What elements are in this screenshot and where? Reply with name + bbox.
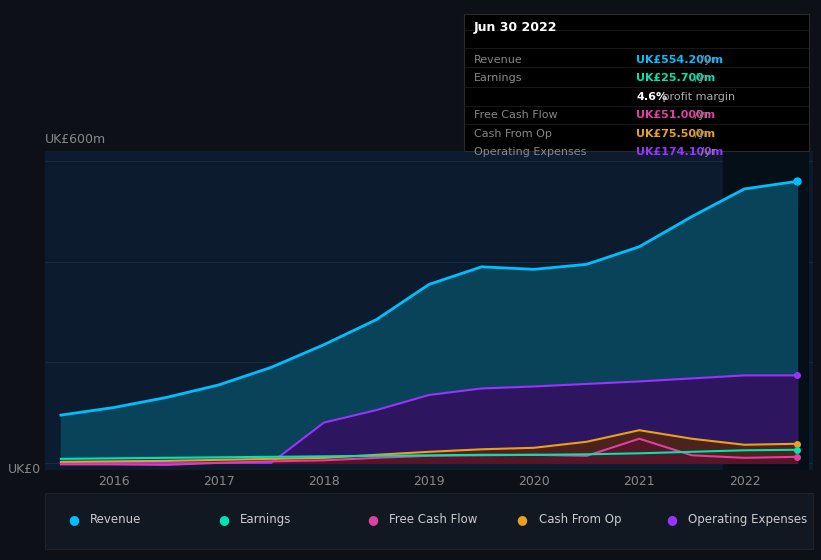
Text: Revenue: Revenue [474,55,522,65]
Text: 4.6%: 4.6% [636,92,667,102]
Text: Earnings: Earnings [474,73,522,83]
Text: ●: ● [218,513,229,526]
Text: /yr: /yr [691,110,710,120]
Text: UK£25.700m: UK£25.700m [636,73,716,83]
Text: /yr: /yr [696,147,715,157]
Text: UK£51.000m: UK£51.000m [636,110,715,120]
Text: UK£174.100m: UK£174.100m [636,147,723,157]
Text: Free Cash Flow: Free Cash Flow [474,110,557,120]
Text: UK£75.500m: UK£75.500m [636,129,715,139]
Text: UK£554.200m: UK£554.200m [636,55,723,65]
Text: UK£600m: UK£600m [45,133,106,146]
Text: Jun 30 2022: Jun 30 2022 [474,21,557,34]
Text: Operating Expenses: Operating Expenses [474,147,586,157]
Text: ●: ● [516,513,528,526]
Text: /yr: /yr [691,129,710,139]
Text: ●: ● [367,513,378,526]
Text: Cash From Op: Cash From Op [539,513,621,526]
Text: /yr: /yr [691,73,710,83]
Text: Free Cash Flow: Free Cash Flow [389,513,478,526]
Bar [723,151,808,470]
Text: profit margin: profit margin [659,92,736,102]
Text: Operating Expenses: Operating Expenses [688,513,807,526]
Text: ●: ● [666,513,677,526]
Text: /yr: /yr [696,55,715,65]
Text: UK£0: UK£0 [8,463,41,476]
Text: Revenue: Revenue [90,513,142,526]
Text: ●: ● [68,513,80,526]
Text: Earnings: Earnings [240,513,291,526]
Text: Cash From Op: Cash From Op [474,129,552,139]
